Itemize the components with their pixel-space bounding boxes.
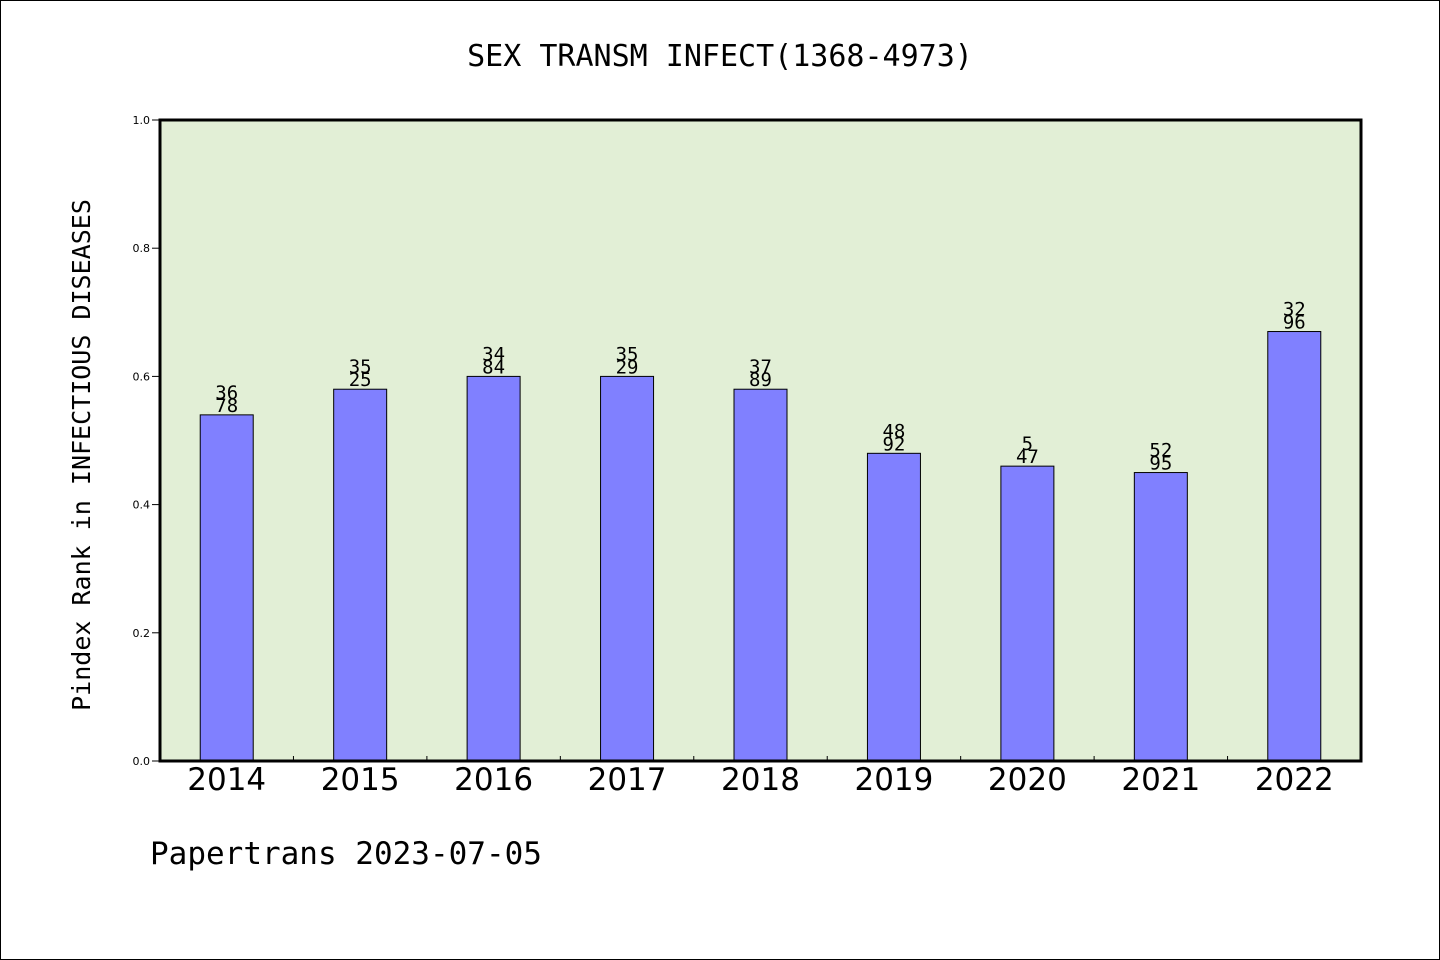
x-tick-label: 2016 <box>454 762 533 798</box>
bar-label-top: 32 <box>1283 299 1306 321</box>
x-tick-label: 2021 <box>1121 762 1200 798</box>
x-tick-label: 2022 <box>1255 762 1334 798</box>
bar-label-top: 37 <box>749 356 772 378</box>
bar-label-top: 52 <box>1149 440 1172 462</box>
y-tick-label: 0.4 <box>133 499 151 512</box>
bar-2018 <box>733 388 788 762</box>
bar-label-top: 48 <box>882 420 905 442</box>
y-tick-label: 0.2 <box>133 627 151 640</box>
y-tick-label: 0.0 <box>133 755 151 768</box>
bar-label-bottom: 92 <box>882 433 905 455</box>
bar-2019 <box>866 452 921 762</box>
bar-label-bottom: 95 <box>1149 453 1172 475</box>
y-axis-ticks: 0.0 0.2 0.4 0.6 0.8 1.0 <box>133 114 160 768</box>
x-tick-label: 2020 <box>988 762 1067 798</box>
bar-2020 <box>1000 465 1055 762</box>
y-axis-label: Pindex Rank in INFECTIOUS DISEASES <box>67 199 96 711</box>
footer-text: Papertrans 2023-07-05 <box>150 836 542 872</box>
bar-label-top: 34 <box>482 343 505 365</box>
bar-label-top: 36 <box>215 382 238 404</box>
bar-2022 <box>1267 331 1322 762</box>
y-tick-label: 1.0 <box>133 114 151 127</box>
x-tick-label: 2014 <box>187 762 266 798</box>
bar-label-bottom: 89 <box>749 369 772 391</box>
bar-label-top: 35 <box>349 356 372 378</box>
x-tick-label: 2019 <box>854 762 933 798</box>
bar-2015 <box>333 388 388 762</box>
bar-2016 <box>466 375 521 762</box>
y-tick-label: 0.6 <box>133 370 151 383</box>
bar-label-bottom: 25 <box>349 369 372 391</box>
bar-label-bottom: 96 <box>1283 312 1306 334</box>
plot-border <box>158 118 1363 763</box>
bar-2017 <box>600 375 655 762</box>
bar-label-bottom: 29 <box>616 356 639 378</box>
bar-2014 <box>199 414 254 762</box>
x-tick-label: 2017 <box>588 762 667 798</box>
chart-title: SEX TRANSM INFECT(1368-4973) <box>467 39 973 74</box>
bar-label-top: 5 <box>1022 433 1033 455</box>
y-tick-label: 0.8 <box>133 242 151 255</box>
x-tick-label: 2018 <box>721 762 800 798</box>
bar-label-top: 35 <box>616 343 639 365</box>
x-tick-label: 2015 <box>321 762 400 798</box>
bar-label-bottom: 78 <box>215 395 238 417</box>
bar-2021 <box>1133 472 1188 762</box>
x-axis-ticks: 2014 2015 2016 2017 2018 2019 2020 2021 2022 <box>187 756 1334 798</box>
bar-label-bottom: 84 <box>482 356 505 378</box>
bar-label-bottom: 47 <box>1016 446 1039 468</box>
